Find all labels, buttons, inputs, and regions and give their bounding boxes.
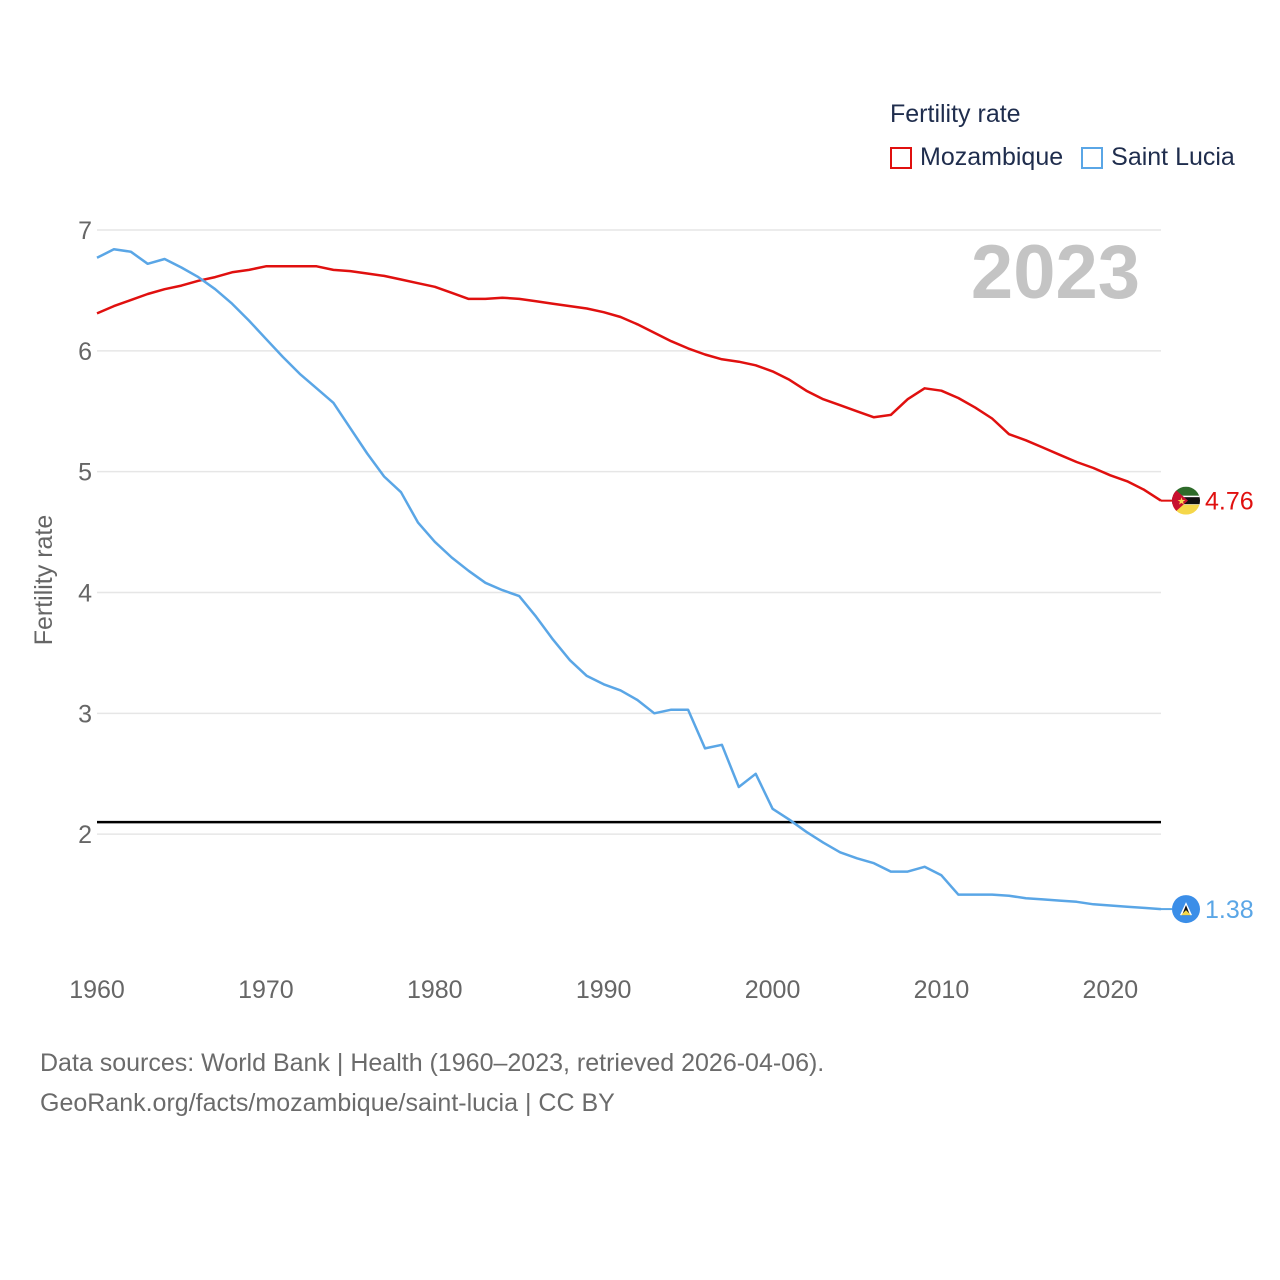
- legend-swatch-mozambique: [890, 146, 912, 169]
- grid-lines: [97, 229, 1161, 835]
- x-tick-label: 2010: [914, 976, 970, 1004]
- y-tick-label: 2: [78, 821, 92, 849]
- series-line-mozambique: [96, 265, 1162, 502]
- x-axis-ticks: 1960 1970 1980 1990 2000 2010 2020: [69, 976, 1138, 1004]
- y-axis-label: Fertility rate: [30, 515, 58, 646]
- end-value-label: 4.76: [1205, 488, 1254, 516]
- y-tick-label: 5: [78, 459, 92, 487]
- series-lines: [96, 248, 1162, 911]
- y-tick-label: 4: [78, 580, 92, 608]
- legend-label-saint-lucia: Saint Lucia: [1111, 143, 1235, 171]
- x-tick-label: 1990: [576, 976, 632, 1004]
- x-tick-label: 2020: [1083, 976, 1139, 1004]
- legend-item-saint-lucia[interactable]: Saint Lucia: [1081, 143, 1235, 172]
- x-tick-label: 1980: [407, 976, 463, 1004]
- legend-item-mozambique[interactable]: Mozambique: [890, 143, 1063, 172]
- end-value-label: 1.38: [1205, 896, 1254, 924]
- series-line-saint-lucia: [96, 248, 1162, 911]
- mozambique-flag-icon: ★: [1172, 486, 1200, 515]
- y-tick-label: 6: [78, 338, 92, 366]
- attribution-link[interactable]: GeoRank.org/facts/mozambique/saint-lucia…: [40, 1089, 615, 1117]
- data-source-text: Data sources: World Bank | Health (1960–…: [40, 1049, 825, 1077]
- x-tick-label: 1960: [69, 976, 125, 1004]
- legend: Mozambique Saint Lucia: [890, 143, 1253, 172]
- legend-swatch-saint-lucia: [1081, 146, 1104, 169]
- y-axis-ticks: 2 3 4 5 6 7: [78, 217, 92, 849]
- x-tick-label: 1970: [238, 976, 294, 1004]
- x-tick-label: 2000: [745, 976, 801, 1004]
- saint-lucia-flag-icon: [1172, 895, 1200, 924]
- y-tick-label: 7: [78, 217, 92, 245]
- legend-label-mozambique: Mozambique: [920, 143, 1064, 171]
- series-end-markers: ★ 4.76 1.38: [1161, 486, 1254, 924]
- year-watermark: 2023: [971, 230, 1140, 315]
- y-tick-label: 3: [78, 700, 92, 728]
- footer: Data sources: World Bank | Health (1960–…: [40, 1043, 824, 1123]
- legend-title: Fertility rate: [890, 100, 1021, 128]
- svg-text:★: ★: [1177, 497, 1186, 508]
